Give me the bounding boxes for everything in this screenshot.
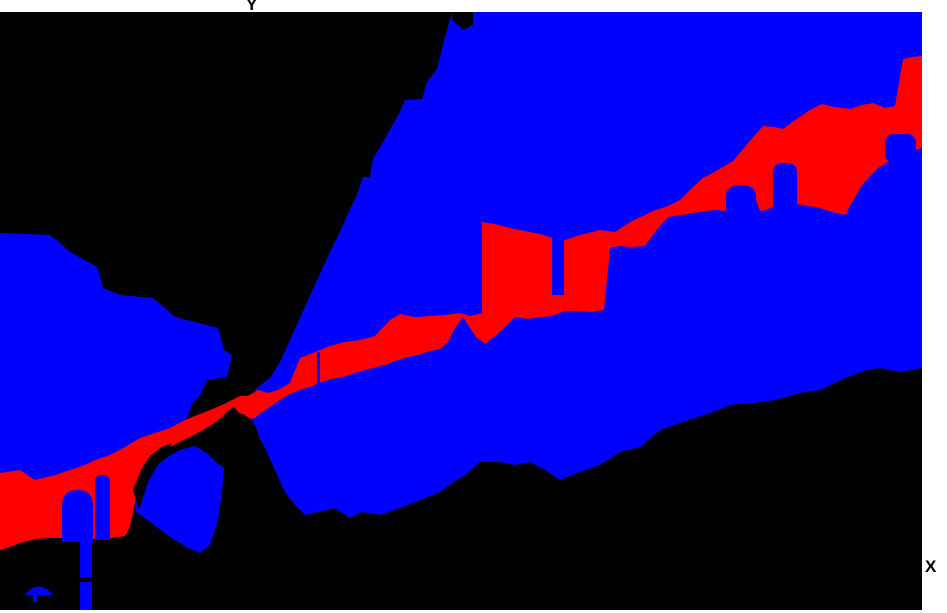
bands-plot	[0, 12, 922, 610]
blue-long-bar-upper	[80, 533, 92, 577]
blue-slit-bar-left	[95, 475, 110, 540]
black-top-edge-notch	[452, 12, 473, 30]
blue-arch-right-2	[773, 163, 797, 210]
blue-notch-in-red-right	[885, 134, 916, 163]
blue-slit-in-red-middle	[552, 238, 564, 295]
lower-right-blue-band	[238, 140, 922, 518]
blue-arch-bar-left	[62, 490, 93, 542]
black-sliver-left-of-wedge	[133, 443, 172, 510]
x-axis-label: X	[925, 557, 937, 576]
upper-right-blue-band	[255, 12, 922, 402]
blue-thin-line-in-red	[317, 352, 320, 398]
blue-umbrella-dome	[25, 586, 53, 595]
blue-long-bar-lower	[80, 582, 92, 610]
lower-left-blue-wedge	[134, 446, 224, 553]
blue-umbrella-stem	[33, 595, 37, 602]
blue-arch-right-1	[726, 185, 756, 215]
y-axis-label: Y	[246, 0, 258, 14]
upper-left-blue-band	[0, 233, 232, 484]
black-channel-below-pinch	[228, 412, 277, 517]
plot-area	[0, 12, 922, 610]
